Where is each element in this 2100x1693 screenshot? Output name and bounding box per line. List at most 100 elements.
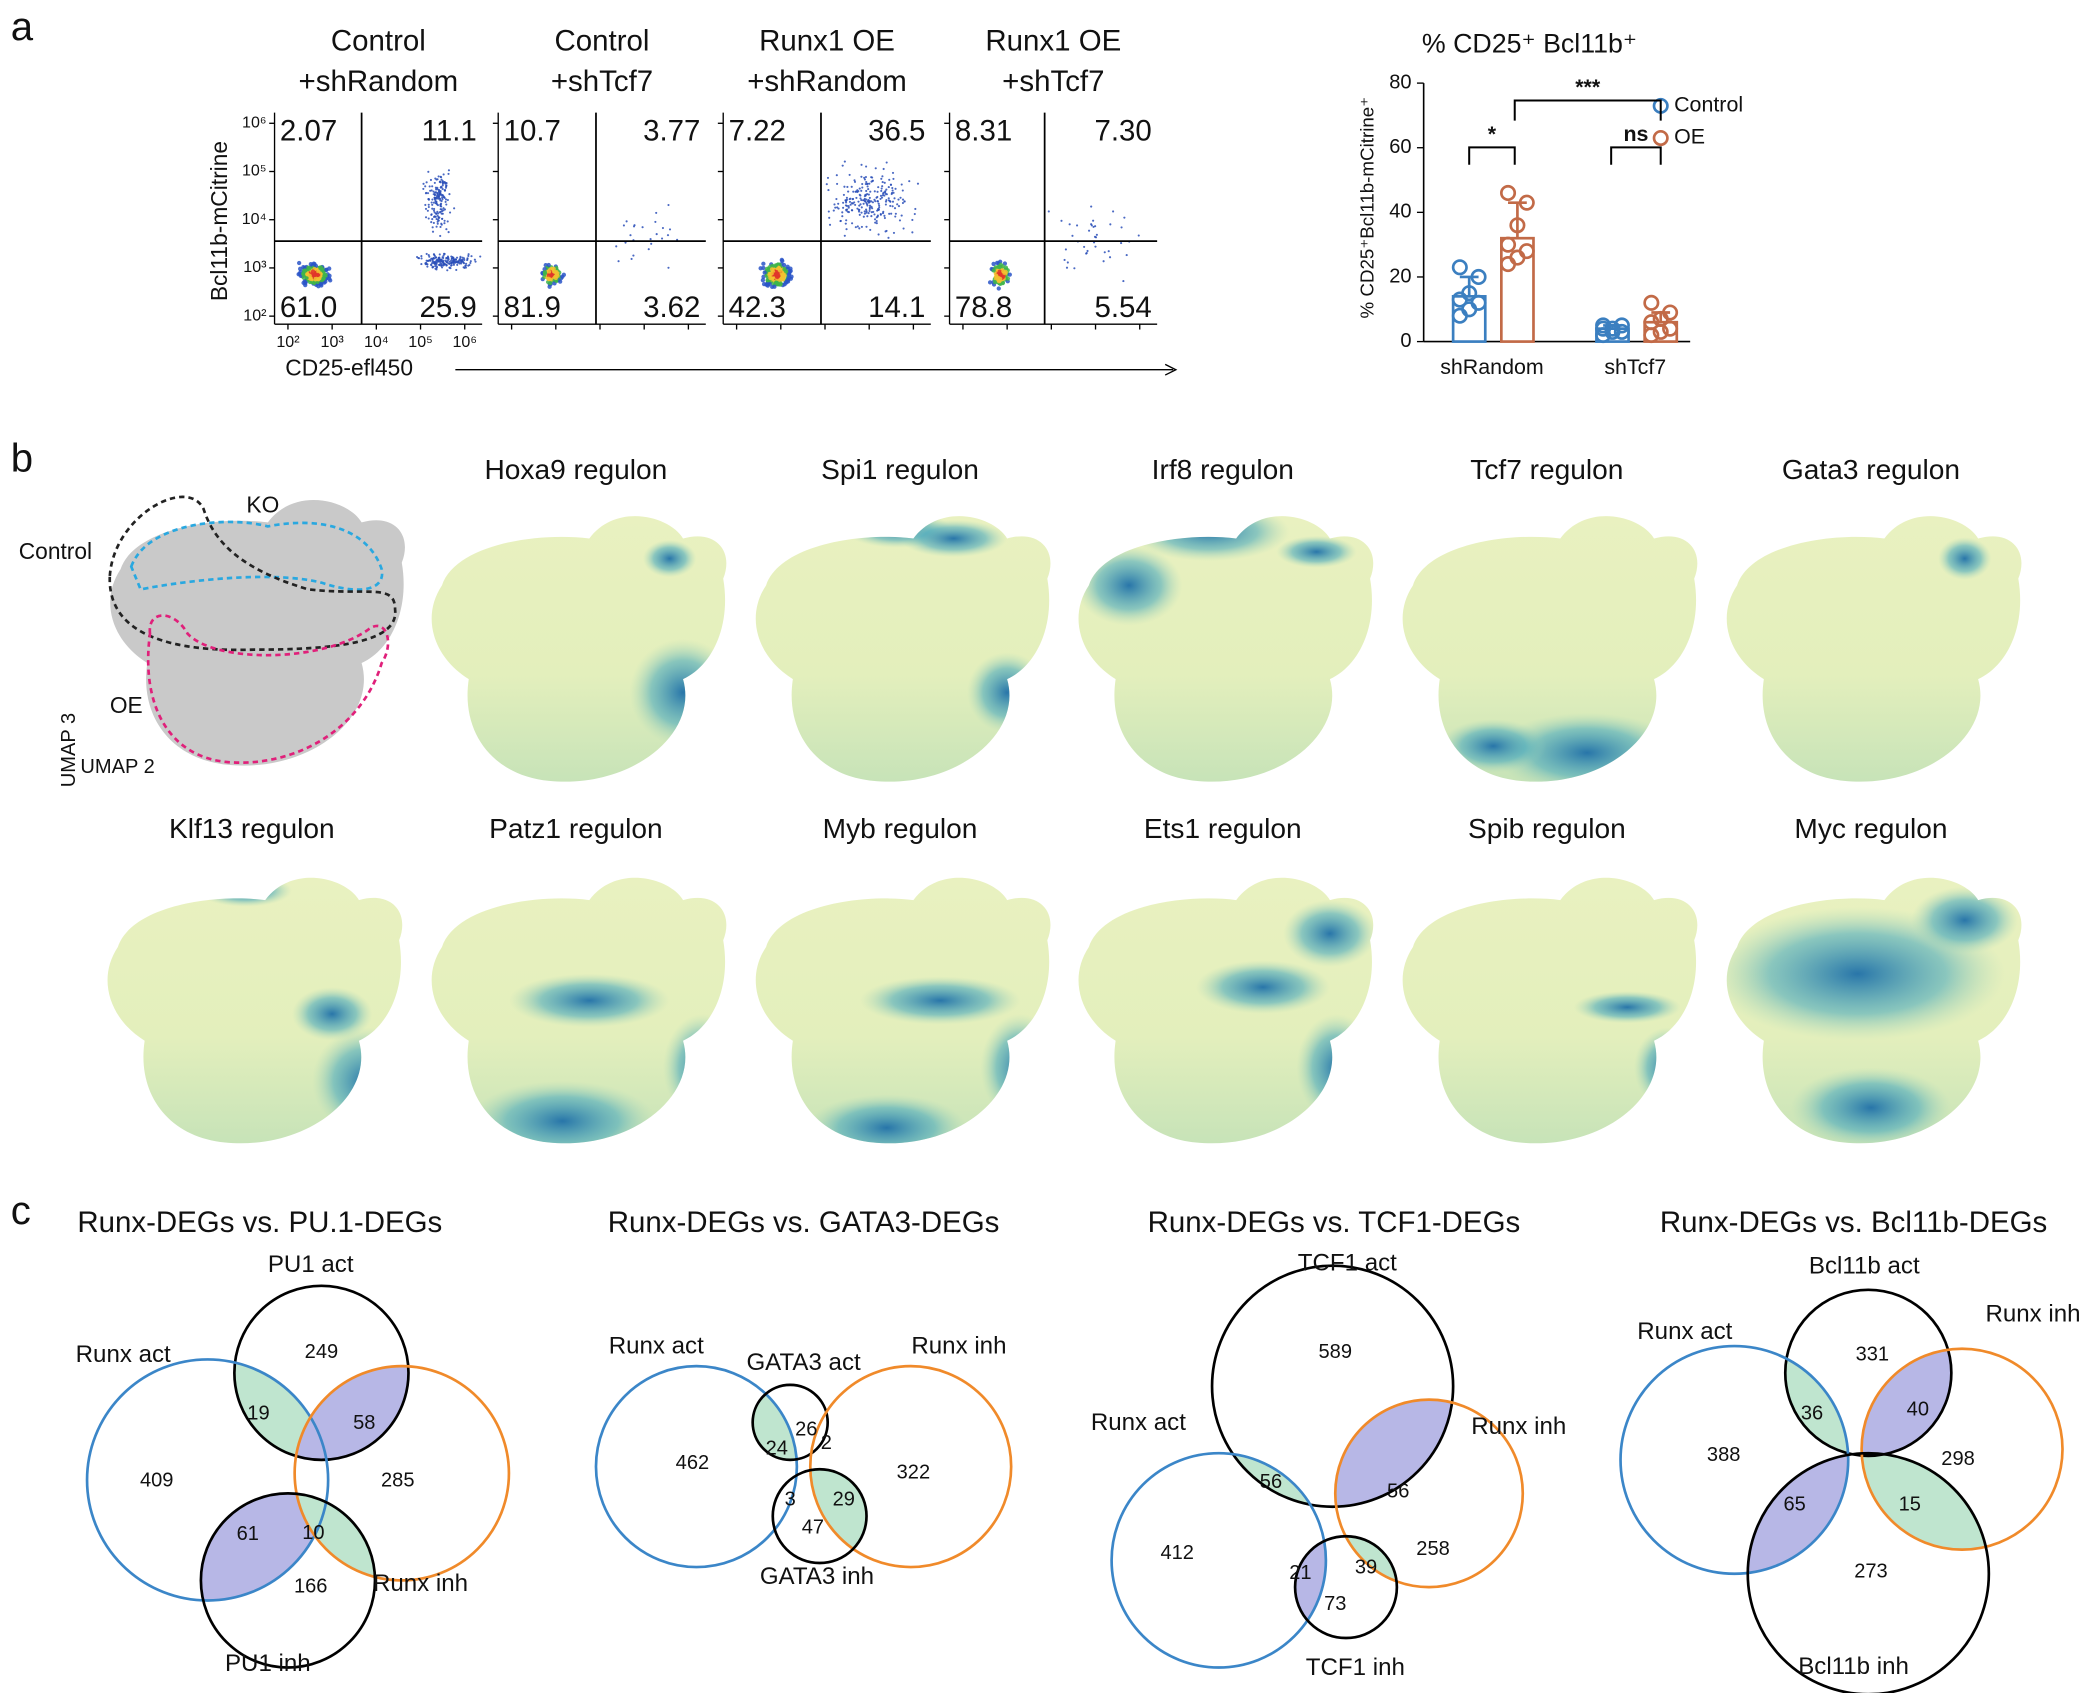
axis-label: UMAP 3 xyxy=(58,713,80,787)
flow-event xyxy=(850,185,853,188)
flow-event xyxy=(474,260,477,263)
flow-event xyxy=(911,231,914,234)
flow-event xyxy=(865,208,868,211)
flow-event xyxy=(884,190,887,193)
flow-event xyxy=(781,276,786,281)
flow-event xyxy=(897,198,900,201)
flow-event xyxy=(435,225,438,228)
flow-event xyxy=(1047,210,1050,213)
region-count: 56 xyxy=(1387,1480,1409,1502)
flow-event xyxy=(443,196,446,199)
region-count: 249 xyxy=(305,1341,339,1363)
flow-event xyxy=(438,197,442,200)
bar xyxy=(1500,236,1535,343)
flow-event xyxy=(323,273,329,278)
flow-event xyxy=(431,207,434,210)
umap-plot xyxy=(1078,516,1374,782)
flow-event xyxy=(845,209,848,212)
flow-event xyxy=(991,261,996,267)
flow-event xyxy=(863,210,866,213)
region-count: 2 xyxy=(821,1432,832,1454)
flow-event xyxy=(879,197,882,201)
region-count: 61 xyxy=(237,1523,259,1545)
flow-event xyxy=(887,197,890,200)
region-count: 273 xyxy=(1854,1561,1887,1583)
flow-event xyxy=(441,193,444,197)
flow-event xyxy=(444,186,448,189)
flow-event xyxy=(456,260,459,263)
outline-ko xyxy=(129,520,384,591)
venn-circle xyxy=(293,1364,511,1582)
region-count: 56 xyxy=(1260,1471,1282,1493)
umap-cells xyxy=(755,516,1051,782)
flow-event xyxy=(443,219,446,222)
flow-event xyxy=(441,184,444,187)
flow-event xyxy=(766,267,771,273)
umap-cells xyxy=(1402,516,1698,782)
flow-event xyxy=(443,222,446,225)
flow-event xyxy=(435,261,438,264)
flow-event xyxy=(441,188,444,191)
flow-event xyxy=(1125,254,1128,257)
flow-event xyxy=(885,161,888,164)
flow-event xyxy=(425,181,428,184)
flow-event xyxy=(1120,226,1123,229)
umap-hotspot xyxy=(629,638,727,747)
flow-event xyxy=(454,260,457,263)
flow-event xyxy=(761,281,767,287)
flow-event xyxy=(853,180,857,183)
data-point xyxy=(1470,294,1487,311)
regulon-title: Ets1 regulon xyxy=(1144,813,1302,844)
flow-title: +shTcf7 xyxy=(1002,65,1104,98)
flow-event xyxy=(435,263,438,266)
flow-event xyxy=(1068,223,1071,226)
quadrant-value: 3.62 xyxy=(643,291,700,324)
flow-event xyxy=(848,200,852,203)
flow-event xyxy=(851,198,854,201)
data-point xyxy=(1662,304,1679,321)
flow-event xyxy=(883,181,886,184)
flow-event xyxy=(420,257,423,260)
flow-event xyxy=(987,280,993,285)
significance-bracket xyxy=(1468,146,1516,165)
flow-event xyxy=(847,190,850,193)
flow-event xyxy=(877,186,880,189)
data-point xyxy=(1643,294,1660,311)
umap-hotspot xyxy=(1439,719,1547,773)
flow-event xyxy=(439,180,442,183)
regulon-title: Spi1 regulon xyxy=(821,454,979,485)
data-point xyxy=(1518,243,1535,260)
flow-event xyxy=(666,234,670,237)
flow-event xyxy=(1071,234,1074,237)
flow-event xyxy=(860,189,863,192)
flow-event xyxy=(870,215,873,218)
flow-event xyxy=(439,192,442,195)
flow-event xyxy=(846,185,849,189)
flow-event xyxy=(876,190,879,193)
flow-event xyxy=(848,198,851,201)
flow-title: +shTcf7 xyxy=(551,65,653,98)
umap-plot xyxy=(1726,516,2022,782)
flow-event xyxy=(856,225,859,228)
flow-event xyxy=(858,187,861,190)
flow-event xyxy=(896,203,899,206)
quadrant-value: 3.77 xyxy=(643,114,700,147)
umap-plot xyxy=(1402,877,1698,1144)
venn-circle xyxy=(1110,1451,1328,1669)
set-label: Runx act xyxy=(609,1333,704,1360)
flow-event xyxy=(436,178,439,181)
flow-event xyxy=(435,256,438,259)
flow-event xyxy=(447,231,450,234)
flow-event xyxy=(887,236,890,239)
flow-event xyxy=(464,264,467,268)
flow-event xyxy=(420,255,423,258)
flow-event xyxy=(462,262,466,265)
flow-event xyxy=(865,211,868,214)
set-label: Runx act xyxy=(1637,1318,1732,1345)
umap-hotspot xyxy=(980,1013,1051,1122)
flow-event xyxy=(1094,245,1097,248)
flow-event xyxy=(851,222,854,225)
flow-event xyxy=(865,201,868,205)
flow-event xyxy=(461,259,464,262)
flow-event xyxy=(432,257,435,260)
